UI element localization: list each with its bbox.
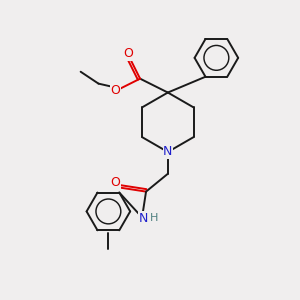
Text: N: N: [163, 146, 172, 158]
Text: N: N: [138, 212, 148, 225]
Text: H: H: [150, 213, 158, 224]
Text: O: O: [110, 176, 120, 189]
Text: O: O: [110, 84, 120, 97]
Text: O: O: [123, 47, 133, 60]
